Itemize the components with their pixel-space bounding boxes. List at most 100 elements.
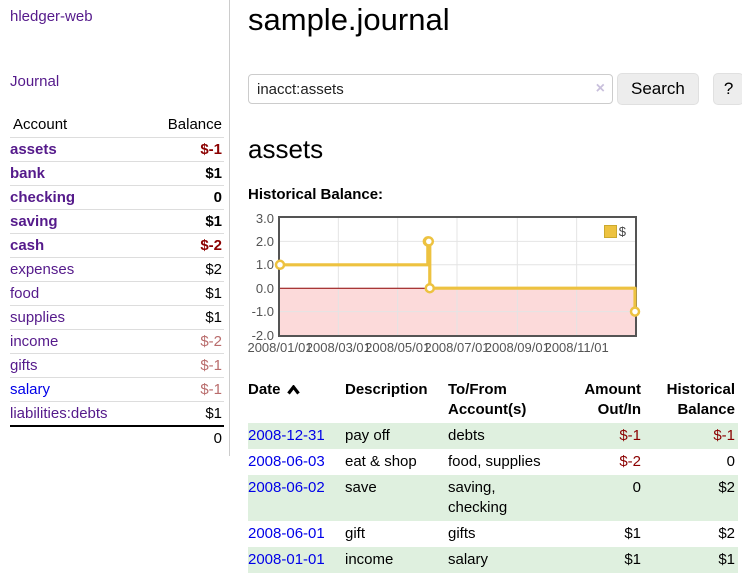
transaction-date-link[interactable]: 2008-06-01 <box>248 525 325 543</box>
transaction-date-link[interactable]: 2008-12-31 <box>248 427 325 445</box>
sort-ascending-icon <box>286 384 300 395</box>
brand-link[interactable]: hledger-web <box>10 8 93 25</box>
sidebar-account-link-checking[interactable]: checking <box>10 189 76 206</box>
account-balance: $-1 <box>200 381 222 398</box>
accounts-total-row: 0 <box>10 426 224 450</box>
sidebar-account-link-liabilities-debts[interactable]: liabilities:debts <box>10 405 108 422</box>
account-balance: $1 <box>205 213 222 230</box>
x-axis-tick-label: 2008/11/01 <box>544 340 609 356</box>
transaction-date-link[interactable]: 2008-06-02 <box>248 479 325 497</box>
search-button[interactable]: Search <box>617 73 699 106</box>
transaction-amount: $-1 <box>619 427 641 445</box>
account-row: expenses $2 <box>10 257 224 282</box>
sidebar-account-link-cash[interactable]: cash <box>10 237 45 254</box>
accounts-total-value: 0 <box>213 430 222 447</box>
register-row: 2008-06-02 save saving, checking 0 $2 <box>248 475 738 522</box>
account-balance: $-2 <box>200 237 222 254</box>
register-row: 2008-01-01 income salary $1 $1 <box>248 547 738 574</box>
transaction-description: pay off <box>345 427 390 445</box>
transaction-amount: $1 <box>624 551 641 569</box>
register-row: 2008-06-03 eat & shop food, supplies $-2 0 <box>248 449 738 475</box>
historical-balance-chart: $ 3.0 2.0 1.0 0.0 -1.0 -2.0 2008/01/01 2008/03/… <box>247 212 742 361</box>
account-row: salary $-1 <box>10 377 224 402</box>
account-balance: $1 <box>205 165 222 182</box>
chart-label: Historical Balance: <box>248 186 384 204</box>
main-content: sample.journal × Search ? assets Histori… <box>230 0 742 574</box>
register-row: 2008-06-01 gift gifts $1 $2 <box>248 521 738 547</box>
register-header-balance[interactable]: Historical Balance <box>666 381 735 419</box>
account-balance: 0 <box>213 189 222 206</box>
transaction-balance: $2 <box>718 525 735 543</box>
account-heading: assets <box>248 134 324 165</box>
register-header-accounts[interactable]: To/From Account(s) <box>448 381 527 419</box>
account-balance: $2 <box>205 261 222 278</box>
account-row: food $1 <box>10 281 224 306</box>
x-axis-tick-label: 2008/05/01 <box>365 340 431 356</box>
account-balance: $-1 <box>200 141 222 158</box>
sidebar-account-link-salary[interactable]: salary <box>10 381 51 398</box>
register-header-date[interactable]: Date <box>248 377 345 423</box>
chart-plot-area: $ <box>274 216 641 338</box>
transaction-accounts: saving, checking <box>448 479 508 517</box>
account-row: supplies $1 <box>10 305 224 330</box>
account-balance: $-1 <box>200 357 222 374</box>
sidebar-account-link-assets[interactable]: assets <box>10 141 57 158</box>
transaction-amount: $-2 <box>619 453 641 471</box>
transaction-accounts: gifts <box>448 525 476 543</box>
account-balance: $-2 <box>200 333 222 350</box>
register-row: 2008-12-31 pay off debts $-1 $-1 <box>248 423 738 450</box>
x-axis-tick-label: 2008/01/01 <box>247 340 313 356</box>
transaction-date-link[interactable]: 2008-06-03 <box>248 453 325 471</box>
transaction-balance: 0 <box>726 453 735 471</box>
account-row: income $-2 <box>10 329 224 354</box>
x-axis-tick-label: 2008/09/01 <box>484 340 550 356</box>
transaction-description: save <box>345 479 377 497</box>
account-row: gifts $-1 <box>10 353 224 378</box>
sidebar-account-link-gifts[interactable]: gifts <box>10 357 38 374</box>
register-table: Date Description To/From Account(s) Amou… <box>248 377 738 574</box>
y-axis-tick-label: -2.0 <box>251 327 274 343</box>
accounts-header-balance: Balance <box>167 116 222 133</box>
account-row: assets $-1 <box>10 137 224 162</box>
sidebar-account-link-expenses[interactable]: expenses <box>10 261 75 278</box>
transaction-amount: $1 <box>624 525 641 543</box>
transaction-accounts: debts <box>448 427 485 445</box>
chart-series-svg <box>274 218 641 336</box>
register-header-amount[interactable]: Amount Out/In <box>584 381 641 419</box>
y-axis-tick-label: 3.0 <box>255 210 274 226</box>
account-balance: $1 <box>205 285 222 302</box>
sidebar-account-link-saving[interactable]: saving <box>10 213 58 230</box>
transaction-description: income <box>345 551 394 569</box>
y-axis-tick-label: 1.0 <box>255 257 274 273</box>
register-header-description[interactable]: Description <box>345 381 428 399</box>
y-axis-tick-label: -1.0 <box>251 304 274 320</box>
search-input[interactable] <box>248 74 613 105</box>
transaction-accounts: food, supplies <box>448 453 541 471</box>
account-row: bank $1 <box>10 161 224 186</box>
sidebar-account-link-food[interactable]: food <box>10 285 40 302</box>
y-axis-tick-label: 0.0 <box>255 280 274 296</box>
help-button[interactable]: ? <box>712 73 742 106</box>
transaction-balance: $-1 <box>713 427 735 445</box>
sidebar-account-link-income[interactable]: income <box>10 333 59 350</box>
legend-swatch-icon <box>603 225 617 239</box>
clear-icon[interactable]: × <box>595 80 605 98</box>
accounts-table: Account Balance assets $-1 bank $1 checking 0… <box>10 114 224 450</box>
transaction-amount: 0 <box>632 479 641 497</box>
sidebar-item-journal[interactable]: Journal <box>10 73 60 90</box>
transaction-date-link[interactable]: 2008-01-01 <box>248 551 325 569</box>
sidebar-account-link-bank[interactable]: bank <box>10 165 46 182</box>
transaction-balance: $1 <box>718 551 735 569</box>
search-form: × Search ? <box>248 73 742 106</box>
y-axis-tick-label: 2.0 <box>255 233 274 249</box>
legend-label: $ <box>618 224 626 240</box>
account-balance: $1 <box>205 309 222 326</box>
chart-legend: $ <box>601 223 628 241</box>
transaction-description: gift <box>345 525 366 543</box>
account-balance: $1 <box>205 405 222 422</box>
account-row: cash $-2 <box>10 233 224 258</box>
account-row: saving $1 <box>10 209 224 234</box>
account-row: liabilities:debts $1 <box>10 401 224 427</box>
transaction-accounts: salary <box>448 551 489 569</box>
sidebar-account-link-supplies[interactable]: supplies <box>10 309 66 326</box>
